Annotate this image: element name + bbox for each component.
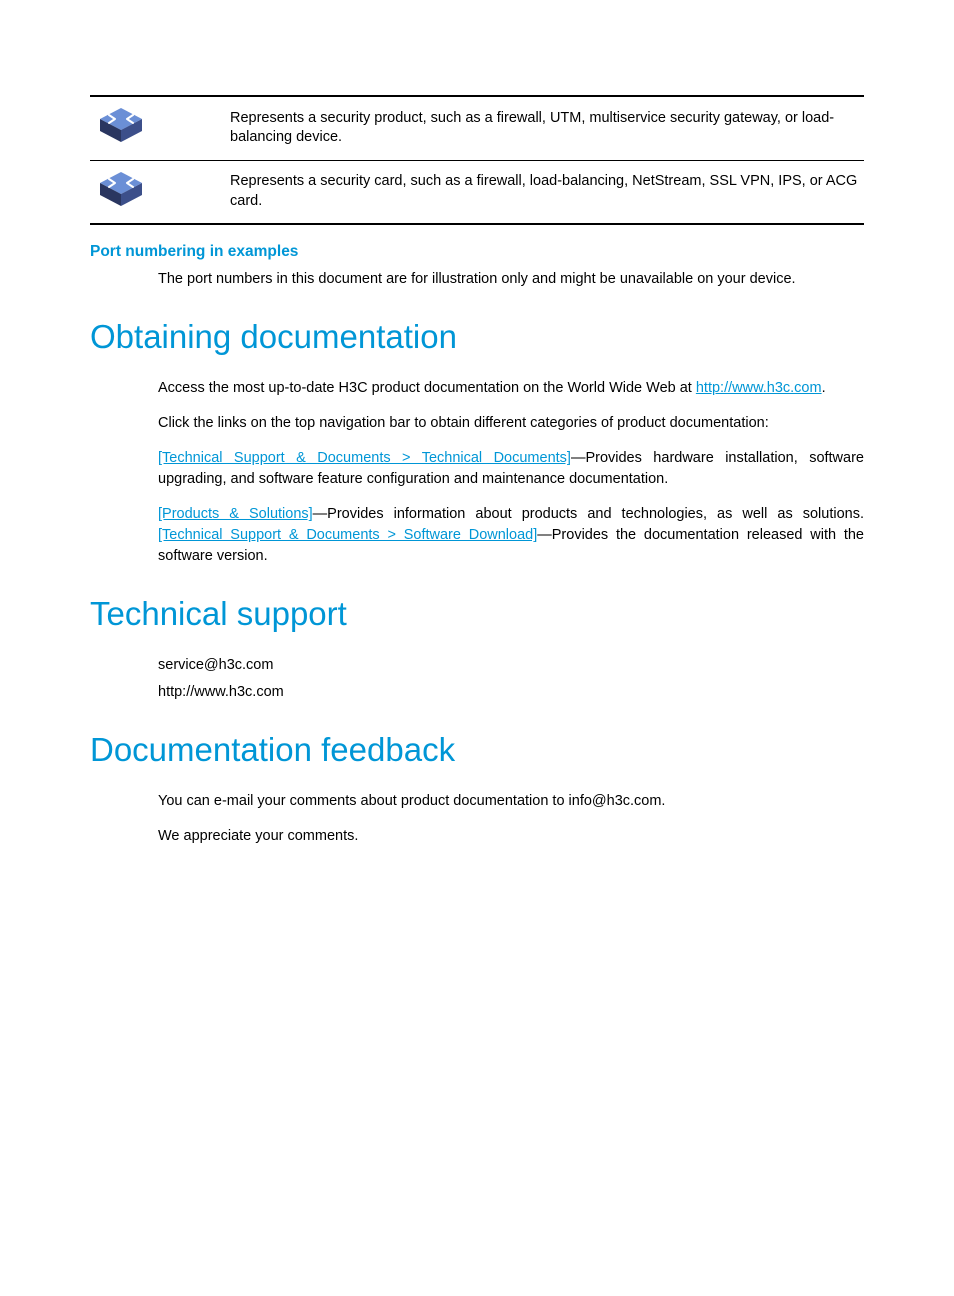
feedback-heading: Documentation feedback xyxy=(90,731,864,769)
feedback-p1: You can e-mail your comments about produ… xyxy=(158,791,864,812)
support-email: service@h3c.com xyxy=(158,655,864,676)
obtaining-heading: Obtaining documentation xyxy=(90,318,864,356)
products-solutions-link[interactable]: [Products & Solutions] xyxy=(158,506,313,522)
icon-cell-1 xyxy=(90,160,230,224)
icon-desc-0: Represents a security product, such as a… xyxy=(230,96,864,160)
port-numbering-text: The port numbers in this document are fo… xyxy=(158,269,864,290)
obtaining-p1: Access the most up-to-date H3C product d… xyxy=(158,378,864,399)
icon-legend-table: Represents a security product, such as a… xyxy=(90,95,864,225)
h3c-home-link[interactable]: http://www.h3c.com xyxy=(696,380,822,396)
obtaining-p2: Click the links on the top navigation ba… xyxy=(158,413,864,434)
obtaining-p4-mid: —Provides information about products and… xyxy=(313,506,864,522)
feedback-p2: We appreciate your comments. xyxy=(158,826,864,847)
obtaining-p1-b: . xyxy=(822,380,826,396)
port-numbering-heading: Port numbering in examples xyxy=(90,243,864,261)
security-card-icon xyxy=(94,169,148,216)
obtaining-p3: [Technical Support & Documents > Technic… xyxy=(158,448,864,490)
security-product-icon xyxy=(94,105,148,152)
support-heading: Technical support xyxy=(90,595,864,633)
icon-cell-0 xyxy=(90,96,230,160)
support-url: http://www.h3c.com xyxy=(158,682,864,703)
icon-desc-1: Represents a security card, such as a fi… xyxy=(230,160,864,224)
obtaining-p4: [Products & Solutions]—Provides informat… xyxy=(158,504,864,567)
tech-docs-link[interactable]: [Technical Support & Documents > Technic… xyxy=(158,450,571,466)
software-download-link[interactable]: [Technical Support & Documents > Softwar… xyxy=(158,527,537,543)
obtaining-p1-a: Access the most up-to-date H3C product d… xyxy=(158,380,696,396)
